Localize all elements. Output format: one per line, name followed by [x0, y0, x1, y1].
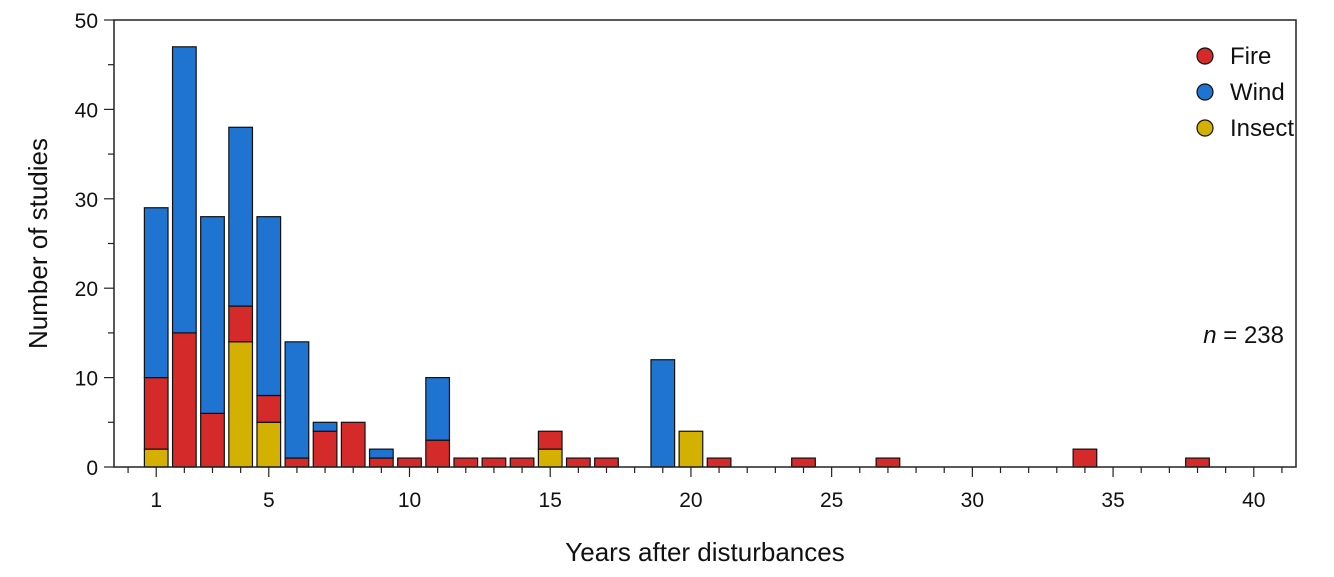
bar-wind-7	[312, 421, 338, 432]
bar-fire-13	[481, 457, 507, 468]
bar-fire-34	[1072, 448, 1098, 468]
bar-wind-4	[228, 126, 254, 307]
y-tick-label-10: 10	[75, 368, 98, 391]
x-tick-label-20: 20	[679, 489, 702, 512]
x-tick-label-30: 30	[961, 489, 984, 512]
bar-fire-2	[171, 332, 197, 468]
bar-wind-5	[256, 216, 282, 397]
y-tick-label-50: 50	[75, 10, 98, 33]
legend-label-fire: Fire	[1230, 43, 1271, 70]
y-tick-label-40: 40	[75, 99, 98, 122]
bar-fire-1	[143, 377, 169, 450]
bar-fire-38	[1185, 457, 1210, 468]
x-tick-label-15: 15	[539, 489, 562, 512]
legend: Fire Wind Insect	[1196, 43, 1294, 142]
x-tick-label-40: 40	[1242, 489, 1265, 512]
x-tick-label-25: 25	[820, 489, 843, 512]
y-tick-label-0: 0	[86, 457, 98, 480]
bar-fire-4	[228, 305, 254, 343]
bar-fire-21	[706, 457, 732, 468]
bar-fire-12	[453, 457, 479, 468]
x-tick-label-35: 35	[1101, 489, 1124, 512]
bar-fire-17	[594, 457, 619, 468]
bar-fire-14	[509, 457, 535, 468]
x-tick-label-1: 1	[150, 489, 162, 512]
bar-fire-9	[368, 457, 394, 468]
x-axis-title: Years after disturbances	[565, 537, 844, 567]
bar-insect-5	[256, 421, 282, 468]
bar-insect-4	[228, 341, 254, 468]
bar-insect-20	[678, 430, 704, 468]
legend-marker-fire	[1196, 47, 1214, 65]
sample-size-annotation: n = 238	[1203, 322, 1284, 349]
bar-fire-3	[200, 412, 225, 468]
bar-wind-9	[368, 448, 394, 459]
bar-fire-27	[875, 457, 901, 468]
legend-label-insect: Insect	[1230, 115, 1294, 142]
bar-fire-10	[397, 457, 422, 468]
bar-wind-3	[200, 216, 225, 414]
bar-fire-11	[425, 439, 451, 468]
bar-fire-8	[340, 421, 366, 468]
y-tick-label-20: 20	[75, 278, 98, 301]
bar-wind-6	[284, 341, 310, 459]
bar-wind-2	[171, 46, 197, 334]
x-tick-label-5: 5	[263, 489, 275, 512]
sample-size-value: = 238	[1217, 322, 1284, 349]
bar-insect-1	[143, 448, 169, 468]
sample-size-symbol: n	[1203, 322, 1216, 349]
bar-fire-7	[312, 430, 338, 468]
bar-wind-1	[143, 207, 169, 379]
x-axis: 1 5 10 15 20 25 30 35 40	[127, 467, 1283, 512]
y-axis-title: Number of studies	[23, 138, 53, 349]
bar-fire-6	[284, 457, 310, 468]
legend-marker-wind	[1196, 83, 1214, 101]
bar-wind-19	[650, 359, 676, 468]
bars-layer	[143, 46, 1210, 468]
y-axis: 0 10 20 30 40 50	[75, 10, 114, 480]
bar-fire-15	[537, 430, 563, 450]
bar-fire-16	[565, 457, 591, 468]
bar-insect-15	[537, 448, 563, 468]
x-tick-label-10: 10	[398, 489, 421, 512]
legend-label-wind: Wind	[1230, 79, 1285, 106]
bar-fire-24	[791, 457, 816, 468]
bar-fire-5	[256, 394, 282, 423]
legend-marker-insect	[1196, 119, 1214, 137]
bar-wind-11	[425, 377, 451, 441]
y-tick-label-30: 30	[75, 189, 98, 212]
